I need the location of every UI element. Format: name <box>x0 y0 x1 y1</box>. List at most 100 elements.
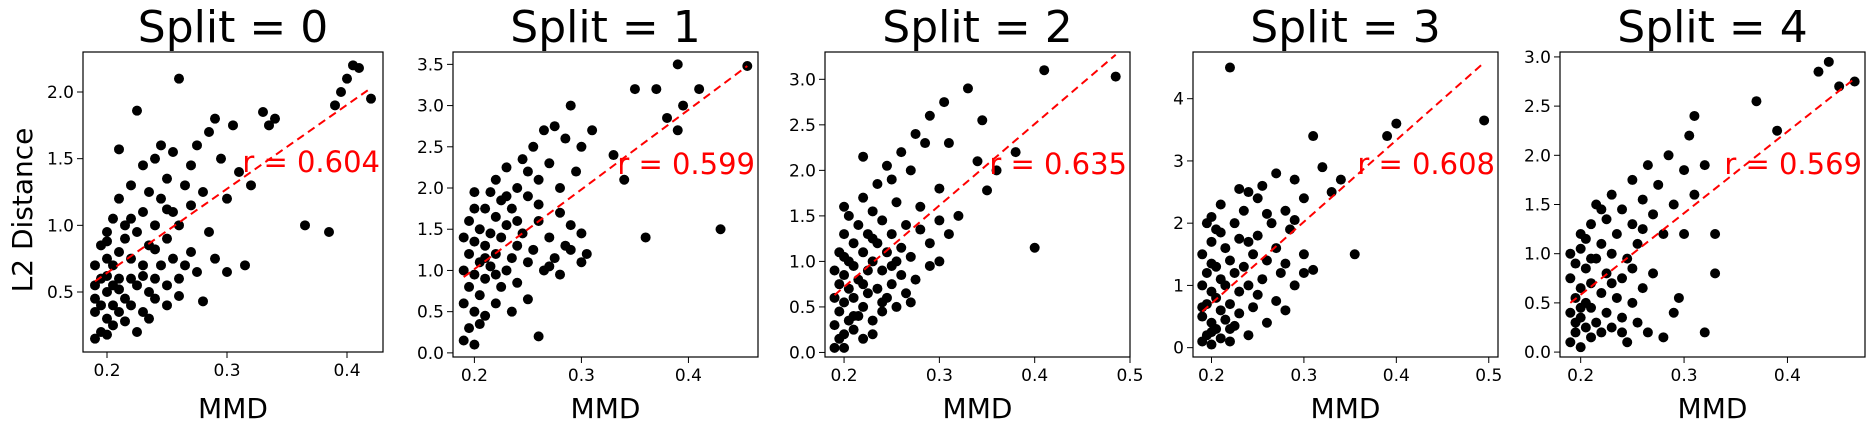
data-point <box>881 247 892 258</box>
data-point <box>480 203 491 214</box>
data-point <box>174 73 184 84</box>
data-point <box>138 260 148 271</box>
y-tick-label: 1.0 <box>789 252 816 272</box>
data-point <box>210 253 220 264</box>
data-point <box>576 228 587 239</box>
data-point <box>270 113 280 124</box>
data-point <box>886 229 897 240</box>
correlation-annotation: r = 0.599 <box>617 147 755 181</box>
x-tick-label: 0.4 <box>1383 366 1410 386</box>
data-point <box>204 127 214 137</box>
data-point <box>126 180 136 191</box>
data-point <box>228 120 238 131</box>
data-point <box>1627 297 1638 308</box>
data-point <box>905 251 916 262</box>
data-point <box>1606 189 1617 200</box>
data-point <box>120 293 130 304</box>
data-point <box>858 333 869 344</box>
panel-title: Split = 1 <box>510 2 700 53</box>
data-point <box>839 270 850 281</box>
data-point <box>1570 258 1581 269</box>
data-point <box>480 253 491 264</box>
data-point <box>576 141 587 152</box>
data-point <box>108 260 118 271</box>
data-point <box>480 273 491 284</box>
data-point <box>982 185 993 196</box>
data-point <box>1349 249 1360 260</box>
data-point <box>672 125 683 136</box>
data-point <box>848 311 859 322</box>
data-point <box>934 183 945 194</box>
data-point <box>1220 243 1231 254</box>
data-point <box>1197 249 1208 260</box>
x-tick-label: 0.3 <box>926 366 953 386</box>
data-point <box>896 147 907 158</box>
data-point <box>1575 302 1586 313</box>
data-point <box>506 203 517 214</box>
data-point <box>1699 327 1710 338</box>
data-point <box>843 210 854 221</box>
data-point <box>1308 264 1319 275</box>
panels-group: Split = 0 r = 0.604 0.2 0.3 0.4 0.5 1.0 1.5 2.0 M… <box>47 2 1866 425</box>
data-point <box>839 229 850 240</box>
data-point <box>138 307 148 317</box>
data-point <box>1611 229 1622 240</box>
data-point <box>1565 307 1576 318</box>
data-point <box>715 224 726 235</box>
data-point <box>258 107 268 117</box>
data-point <box>1261 208 1272 219</box>
data-point <box>336 87 346 97</box>
panel-title: Split = 2 <box>882 2 1072 53</box>
y-tick-label: 1.0 <box>1524 245 1551 265</box>
correlation-annotation: r = 0.608 <box>1357 147 1495 181</box>
data-point <box>156 260 166 271</box>
regression-line <box>833 53 1117 296</box>
data-point <box>1751 96 1762 107</box>
data-point <box>924 110 935 121</box>
data-point <box>186 200 196 211</box>
data-point <box>1622 337 1633 348</box>
data-point <box>138 271 148 281</box>
data-point <box>490 298 501 309</box>
data-point <box>1238 261 1249 272</box>
data-point <box>102 253 112 264</box>
x-tick-label: 0.5 <box>1116 366 1143 386</box>
data-point <box>1591 317 1602 328</box>
data-point <box>538 125 549 136</box>
data-point <box>565 244 576 255</box>
data-point <box>469 236 480 247</box>
data-point <box>910 274 921 285</box>
data-point <box>862 288 873 299</box>
data-point <box>114 273 124 284</box>
data-point <box>156 140 166 151</box>
data-point <box>90 260 100 271</box>
data-point <box>132 105 142 116</box>
data-point <box>1479 115 1490 126</box>
data-point <box>480 240 491 251</box>
data-point <box>1243 236 1254 247</box>
data-point <box>180 180 190 191</box>
data-point <box>1627 263 1638 274</box>
data-point <box>1606 322 1617 333</box>
data-point <box>1215 333 1226 344</box>
data-point <box>512 277 523 288</box>
data-point <box>150 244 160 255</box>
data-point <box>1289 215 1300 226</box>
data-point <box>829 265 840 276</box>
data-point <box>138 207 148 217</box>
data-point <box>858 151 869 162</box>
data-point <box>522 166 533 177</box>
data-point <box>848 238 859 249</box>
data-point <box>1627 219 1638 230</box>
data-point <box>977 115 988 126</box>
data-point <box>1206 327 1217 338</box>
correlation-annotation: r = 0.569 <box>1724 147 1862 181</box>
data-point <box>132 327 142 337</box>
data-point <box>246 180 256 191</box>
data-point <box>501 220 512 231</box>
x-tick-label: 0.5 <box>1475 366 1502 386</box>
data-point <box>90 307 100 317</box>
data-point <box>549 253 560 264</box>
panel-title: Split = 4 <box>1617 2 1807 53</box>
data-point <box>96 300 106 311</box>
